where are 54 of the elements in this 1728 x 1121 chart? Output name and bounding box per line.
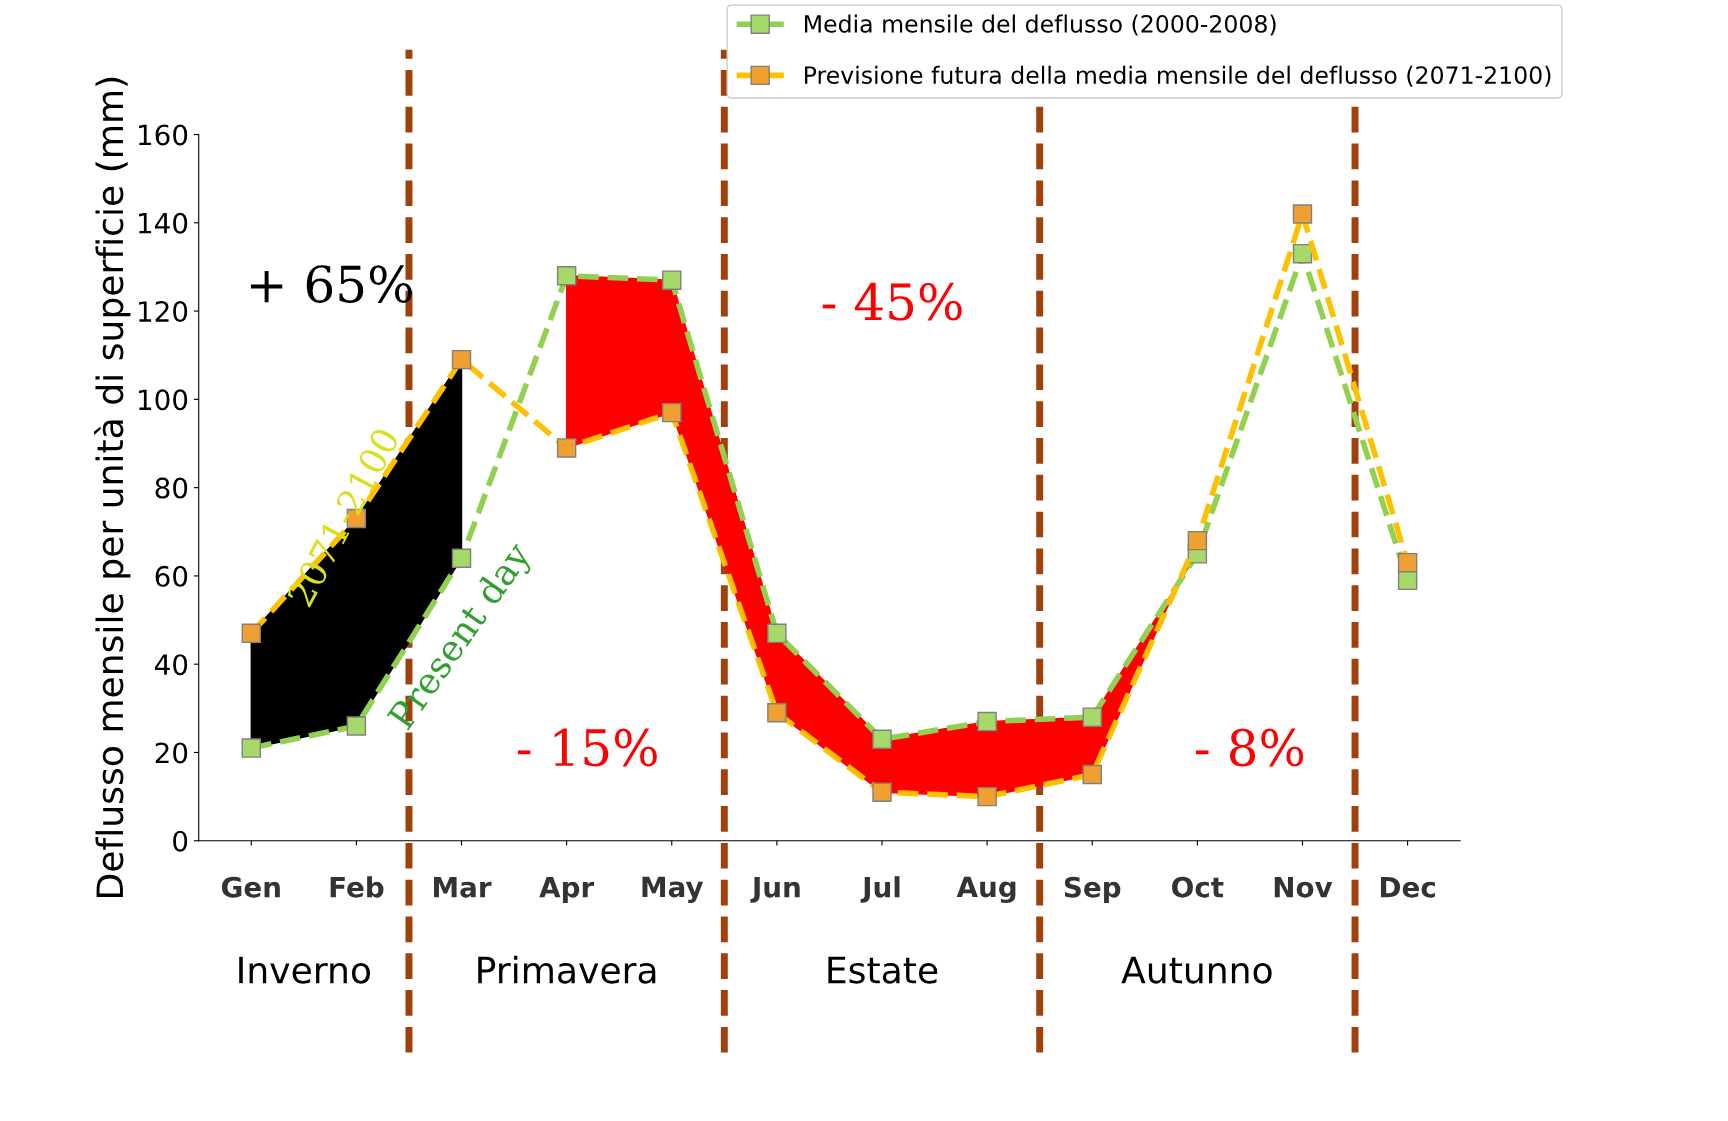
text: Inverno	[239, 956, 371, 984]
point	[1397, 570, 1418, 591]
x-tick-label: Oct	[1172, 876, 1224, 898]
point	[556, 438, 577, 458]
point	[1082, 707, 1102, 727]
y-tick-label: 20	[155, 742, 188, 764]
point	[662, 270, 682, 290]
x-tick-label: Jun	[750, 877, 800, 903]
x-tick-label: Aug	[956, 876, 1016, 904]
text: Estate	[828, 956, 938, 984]
point	[1187, 530, 1208, 551]
point	[662, 402, 682, 423]
y-tick-label: 80	[155, 477, 188, 499]
x-tick-label: Apr	[539, 877, 595, 904]
point	[872, 782, 892, 802]
text: Primavera	[478, 955, 656, 984]
point	[1292, 204, 1313, 224]
annotation: - 15%	[517, 728, 657, 767]
point	[977, 786, 997, 807]
point	[346, 716, 367, 736]
point	[1082, 764, 1102, 785]
point	[451, 349, 472, 370]
point	[977, 711, 997, 732]
x-tick-label: Mar	[434, 877, 492, 898]
annotation: + 65%	[250, 265, 412, 303]
x-tick-label: Dec	[1380, 877, 1435, 898]
point	[556, 266, 577, 286]
x-tick-label: Sep	[1064, 876, 1121, 904]
point	[872, 729, 892, 749]
x-tick-label: Gen	[221, 876, 280, 898]
point	[767, 703, 787, 723]
x-tick-label: Nov	[1274, 877, 1333, 898]
y-tick-label: 40	[155, 654, 188, 676]
point	[241, 738, 262, 758]
y-tick-label: 0	[173, 830, 188, 852]
point	[1397, 552, 1418, 573]
x-tick-label: Feb	[330, 876, 384, 898]
x-tick-label: Jul	[860, 876, 900, 903]
point	[451, 548, 472, 568]
y-tick-label: 160	[139, 124, 188, 146]
point	[767, 623, 787, 644]
point	[241, 623, 262, 644]
legend-label: Previsione futura della media mensile del deflusso (2071-2100)	[805, 65, 1551, 87]
annotation: - 8%	[1196, 728, 1304, 767]
text: Autunno	[1121, 956, 1272, 984]
y-axis-title: Deflusso mensile per unità di superficie (mm)	[94, 77, 131, 897]
y-tick-label: 140	[139, 212, 188, 234]
y-tick-label: 100	[139, 389, 188, 411]
x-tick-label: May	[642, 876, 704, 904]
y-tick-label: 120	[139, 301, 188, 323]
y-tick-label: 60	[155, 565, 188, 587]
annotation: - 45%	[822, 282, 962, 321]
point	[1292, 243, 1313, 264]
legend-label: Media mensile del deflusso (2000-2008)	[805, 14, 1276, 36]
